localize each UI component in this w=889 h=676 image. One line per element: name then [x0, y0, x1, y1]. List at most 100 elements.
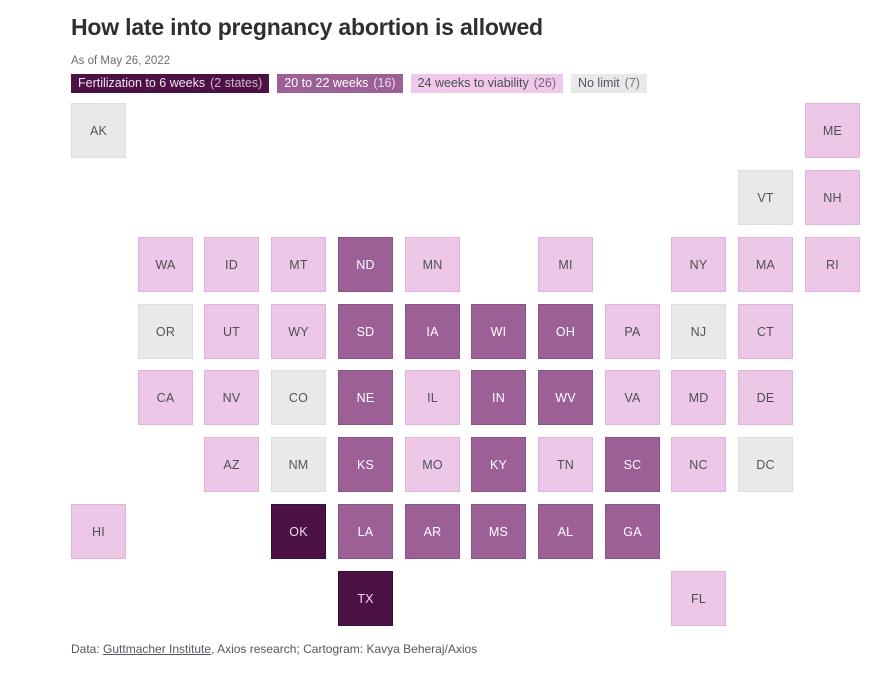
- state-abbr-label: LA: [357, 524, 374, 539]
- state-tile-wy: WY: [271, 304, 326, 359]
- state-tile-in: IN: [471, 370, 526, 425]
- state-tile-md: MD: [671, 370, 726, 425]
- state-tile-id: ID: [204, 237, 259, 292]
- state-tile-vt: VT: [738, 170, 793, 225]
- state-abbr-label: MD: [688, 390, 709, 405]
- legend-label: Fertilization to 6 weeks: [78, 76, 206, 90]
- state-tile-wi: WI: [471, 304, 526, 359]
- state-tile-mi: MI: [538, 237, 593, 292]
- state-tile-va: VA: [605, 370, 660, 425]
- state-abbr-label: AR: [423, 524, 442, 539]
- legend-badge-1: Fertilization to 6 weeks (2 states): [71, 74, 270, 93]
- state-abbr-label: WY: [288, 324, 309, 339]
- state-tile-pa: PA: [605, 304, 660, 359]
- state-tile-dc: DC: [738, 437, 793, 492]
- state-tile-sd: SD: [338, 304, 393, 359]
- legend-count: (26): [533, 76, 556, 90]
- state-abbr-label: TX: [357, 591, 374, 606]
- legend-count: (7): [624, 76, 640, 90]
- state-abbr-label: MN: [422, 257, 443, 272]
- source-prefix: Data:: [71, 642, 104, 656]
- state-abbr-label: TN: [556, 457, 575, 472]
- state-abbr-label: MI: [558, 257, 573, 272]
- state-abbr-label: IL: [427, 390, 438, 405]
- state-tile-sc: SC: [605, 437, 660, 492]
- state-tile-or: OR: [138, 304, 193, 359]
- state-tile-nd: ND: [338, 237, 393, 292]
- source-credit: Data: Guttmacher Institute, Axios resear…: [71, 642, 477, 656]
- state-tile-me: ME: [805, 103, 860, 158]
- as-of-date: As of May 26, 2022: [71, 55, 171, 67]
- state-abbr-label: NE: [356, 390, 375, 405]
- state-abbr-label: IA: [426, 324, 439, 339]
- state-abbr-label: RI: [826, 257, 839, 272]
- legend-label: No limit: [577, 76, 620, 90]
- state-abbr-label: KY: [489, 457, 508, 472]
- state-tile-nv: NV: [204, 370, 259, 425]
- state-tile-ri: RI: [805, 237, 860, 292]
- state-abbr-label: ND: [356, 257, 375, 272]
- state-abbr-label: CA: [156, 390, 175, 405]
- state-tile-ak: AK: [71, 103, 126, 158]
- state-tile-ga: GA: [605, 504, 660, 559]
- state-abbr-label: UT: [222, 324, 241, 339]
- state-tile-wa: WA: [138, 237, 193, 292]
- legend-label: 24 weeks to viability: [417, 76, 529, 90]
- state-abbr-label: SC: [623, 457, 642, 472]
- state-tile-mt: MT: [271, 237, 326, 292]
- state-abbr-label: WA: [155, 257, 176, 272]
- state-abbr-label: HI: [92, 524, 105, 539]
- state-tile-ms: MS: [471, 504, 526, 559]
- state-tile-ut: UT: [204, 304, 259, 359]
- state-abbr-label: AK: [89, 123, 108, 138]
- legend-count: (16): [373, 76, 396, 90]
- state-abbr-label: NH: [823, 190, 842, 205]
- state-tile-wv: WV: [538, 370, 593, 425]
- guttmacher-link[interactable]: Guttmacher Institute: [103, 642, 212, 656]
- state-tile-oh: OH: [538, 304, 593, 359]
- state-tile-ma: MA: [738, 237, 793, 292]
- state-tile-tx: TX: [338, 571, 393, 626]
- state-tile-mo: MO: [405, 437, 460, 492]
- legend-badge-4: No limit (7): [570, 74, 647, 93]
- state-abbr-label: MS: [488, 524, 509, 539]
- state-abbr-label: SD: [356, 324, 375, 339]
- state-tile-ky: KY: [471, 437, 526, 492]
- state-abbr-label: IN: [492, 390, 505, 405]
- state-tile-ks: KS: [338, 437, 393, 492]
- page-title: How late into pregnancy abortion is allo…: [71, 14, 543, 40]
- source-rest: , Axios research; Cartogram: Kavya Beher…: [211, 642, 478, 656]
- state-tile-nj: NJ: [671, 304, 726, 359]
- state-tile-nc: NC: [671, 437, 726, 492]
- legend-badge-3: 24 weeks to viability (26): [410, 74, 563, 93]
- state-abbr-label: NV: [222, 390, 241, 405]
- state-tile-al: AL: [538, 504, 593, 559]
- state-tile-hi: HI: [71, 504, 126, 559]
- state-tile-nm: NM: [271, 437, 326, 492]
- state-abbr-label: FL: [691, 591, 706, 606]
- legend-badge-2: 20 to 22 weeks (16): [277, 74, 403, 93]
- state-abbr-label: CO: [288, 390, 309, 405]
- state-tile-mn: MN: [405, 237, 460, 292]
- state-tile-tn: TN: [538, 437, 593, 492]
- state-tile-ct: CT: [738, 304, 793, 359]
- legend: Fertilization to 6 weeks (2 states) 20 to …: [71, 74, 647, 93]
- state-abbr-label: WV: [555, 390, 576, 405]
- state-tile-fl: FL: [671, 571, 726, 626]
- state-tile-ny: NY: [671, 237, 726, 292]
- state-tile-ar: AR: [405, 504, 460, 559]
- state-abbr-label: MA: [755, 257, 776, 272]
- state-abbr-label: PA: [624, 324, 641, 339]
- state-abbr-label: MT: [289, 257, 308, 272]
- state-abbr-label: DC: [756, 457, 775, 472]
- state-abbr-label: OK: [289, 524, 308, 539]
- state-abbr-label: OR: [155, 324, 176, 339]
- state-tile-il: IL: [405, 370, 460, 425]
- state-abbr-label: AL: [557, 524, 574, 539]
- state-abbr-label: VT: [757, 190, 774, 205]
- legend-label: 20 to 22 weeks: [284, 76, 369, 90]
- state-tile-az: AZ: [204, 437, 259, 492]
- state-tile-de: DE: [738, 370, 793, 425]
- state-abbr-label: CT: [756, 324, 775, 339]
- legend-count: (2 states): [210, 76, 263, 90]
